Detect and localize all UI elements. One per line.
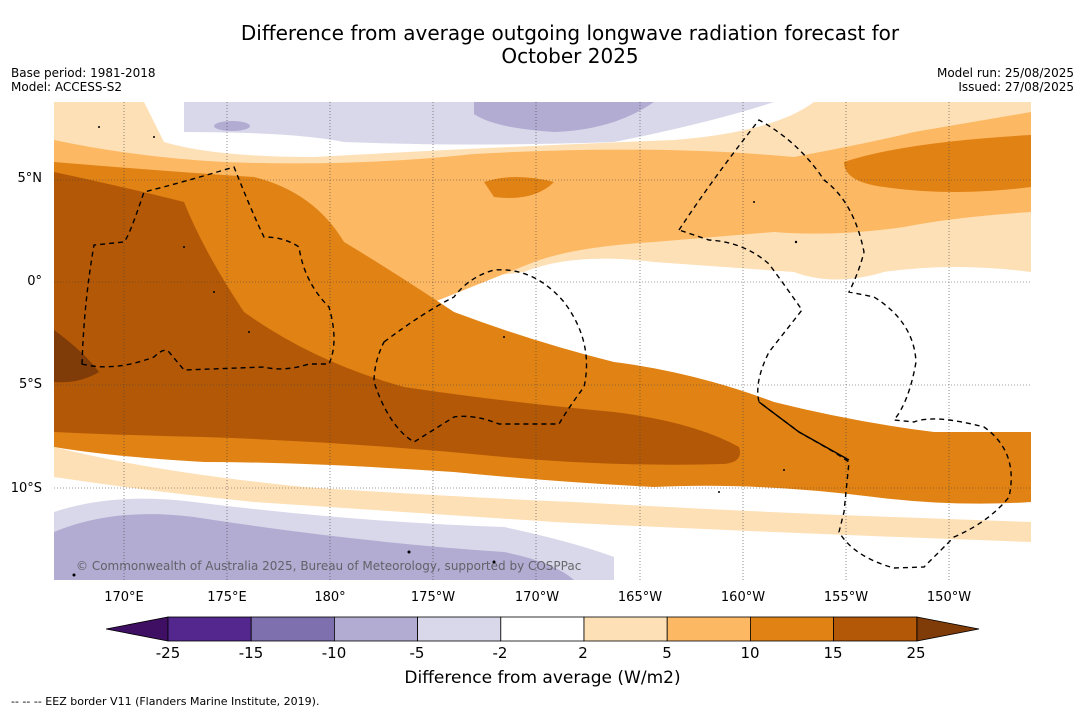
eez-legend-note: -- -- -- EEZ border V11 (Flanders Marine… [11, 695, 320, 708]
lat-label-10s: 10°S [10, 481, 42, 496]
island-dot [503, 336, 505, 338]
island-dot [783, 469, 785, 471]
model-run: Model run: 25/08/2025 [936, 66, 1074, 80]
colorbar-cell [500, 616, 585, 642]
colorbar-cell [583, 616, 668, 642]
lon-label-175e: 175°E [207, 590, 247, 605]
negative-core-south [54, 514, 574, 580]
island-dot [794, 240, 798, 244]
lon-label-175w: 175°W [410, 590, 456, 605]
lon-label-170e: 170°E [104, 590, 144, 605]
graticule [54, 102, 1031, 580]
colorbar-cell [417, 616, 502, 642]
colorbar-cell [250, 616, 335, 642]
positive-10-15-patch-east [844, 135, 1031, 192]
colorbar-tick: 2 [578, 644, 588, 662]
model-name: Model: ACCESS-S2 [11, 80, 123, 94]
eez-tuvalu-kiribati-west [81, 166, 335, 371]
lon-label-160w: 160°W [720, 590, 766, 605]
island-dot [718, 491, 720, 493]
colorbar-tick: -10 [321, 644, 347, 662]
colorbar-tick: 25 [906, 644, 926, 662]
colorbar-cell [833, 616, 918, 642]
island-dot [98, 126, 100, 128]
colorbar-tick: -15 [238, 644, 264, 662]
island-dot [183, 246, 185, 248]
lat-label-0: 0° [27, 274, 42, 289]
colorbar-tick: 15 [823, 644, 843, 662]
negative-patch-north-west [214, 121, 250, 131]
colorbar-tick: -5 [409, 644, 425, 662]
colorbar-cell [167, 616, 252, 642]
colorbar-tick: 5 [662, 644, 672, 662]
map-svg [54, 102, 1031, 580]
island-dot [753, 201, 755, 203]
eez-solid-border [758, 401, 850, 461]
colorbar [105, 614, 980, 644]
colorbar-svg [105, 616, 980, 642]
copyright-notice: © Commonwealth of Australia 2025, Bureau… [76, 559, 582, 573]
meta-right: Model run: 25/08/2025 Issued: 27/08/2025 [937, 66, 1074, 94]
colorbar-extend-high [916, 616, 980, 642]
island-dot [407, 550, 411, 554]
title-line-1: Difference from average outgoing longwav… [240, 21, 900, 45]
island-dot [248, 331, 250, 333]
colorbar-label: Difference from average (W/m2) [404, 668, 681, 688]
issued-date: Issued: 27/08/2025 [958, 80, 1074, 94]
island-dots [72, 126, 798, 577]
colorbar-tick: -25 [155, 644, 181, 662]
island-dot [492, 560, 496, 564]
eez-phoenix-islands [373, 269, 588, 443]
lon-label-150w: 150°W [926, 590, 972, 605]
negative-core-north [474, 102, 654, 132]
lon-label-170w: 170°W [514, 590, 560, 605]
island-dot [213, 291, 215, 293]
lon-label-155w: 155°W [823, 590, 869, 605]
lat-label-5n: 5°N [17, 171, 43, 186]
colorbar-tick: 10 [740, 644, 760, 662]
map-title: Difference from average outgoing longwav… [0, 22, 1085, 68]
island-dot [72, 573, 76, 577]
colorbar-cells [167, 616, 918, 642]
positive-25-core [54, 330, 99, 383]
colorbar-extend-low [105, 616, 169, 642]
lat-label-5s: 5°S [18, 377, 42, 392]
island-dot [153, 136, 155, 138]
olr-anomaly-map [54, 102, 1031, 580]
colorbar-tick: -2 [492, 644, 508, 662]
title-line-2: October 2025 [501, 44, 639, 68]
meta-left: Base period: 1981-2018 Model: ACCESS-S2 [11, 66, 156, 94]
positive-15-25-core [54, 172, 740, 465]
colorbar-cell [666, 616, 751, 642]
base-period: Base period: 1981-2018 [11, 66, 156, 80]
lon-label-165w: 165°W [617, 590, 663, 605]
lon-label-180: 180° [314, 590, 346, 605]
colorbar-cell [333, 616, 418, 642]
positive-10-15-patch-centre [484, 177, 554, 198]
eez-borders [81, 119, 1012, 569]
eez-line-islands-south [677, 119, 1012, 569]
colorbar-cell [750, 616, 835, 642]
